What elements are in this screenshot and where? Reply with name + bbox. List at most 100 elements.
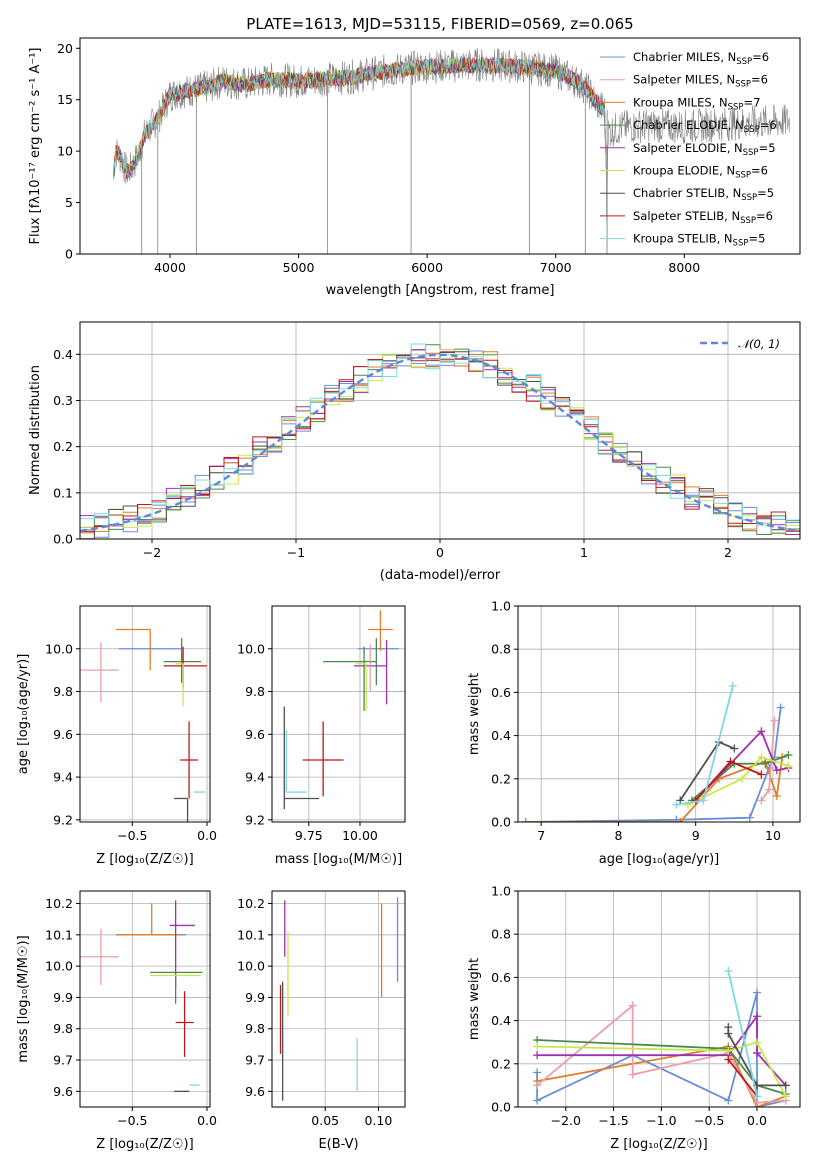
x-tick-label: 2 bbox=[724, 545, 732, 560]
x-tick-label: −0.5 bbox=[694, 1113, 724, 1128]
axes-frame bbox=[517, 890, 801, 1108]
y-axis-label: age [log₁₀(age/yr)] bbox=[16, 654, 31, 775]
y-axis-label: mass weight bbox=[467, 673, 482, 755]
x-axis-label: mass [log₁₀(M/M☉)] bbox=[275, 852, 402, 867]
error-point bbox=[163, 646, 208, 688]
weight-marker bbox=[672, 800, 681, 809]
x-tick-label: −1 bbox=[287, 545, 305, 560]
x-axis-label: Z [log₁₀(Z/Z☉)] bbox=[610, 1137, 707, 1152]
y-tick-label: 9.9 bbox=[245, 990, 265, 1005]
y-tick-label: 10.0 bbox=[45, 959, 73, 974]
y-tick-label: 9.8 bbox=[245, 684, 265, 699]
x-tick-label: 8 bbox=[614, 828, 622, 843]
axes-frame bbox=[79, 37, 801, 255]
x-tick-label: 0.0 bbox=[197, 1113, 217, 1128]
error-point bbox=[180, 721, 199, 799]
y-axis-label: mass [log₁₀(M/M☉)] bbox=[16, 935, 31, 1062]
error-point bbox=[150, 971, 203, 1004]
x-axis-label: age [log₁₀(age/yr)] bbox=[599, 852, 720, 867]
x-tick-label: 1 bbox=[580, 545, 588, 560]
legend: Chabrier MILES, NSSP=6 Salpeter MILES, NS… bbox=[600, 50, 777, 249]
axes-frame bbox=[79, 890, 211, 1108]
x-tick-label: 10 bbox=[765, 828, 781, 843]
y-tick-label: 9.4 bbox=[245, 770, 265, 785]
weight-marker bbox=[521, 818, 530, 822]
weight-line bbox=[727, 1058, 758, 1097]
y-tick-label: 0.8 bbox=[491, 927, 511, 942]
y-tick-label: 0.2 bbox=[491, 771, 511, 786]
y-tick-label: 0.6 bbox=[491, 685, 511, 700]
error-point bbox=[175, 663, 184, 707]
y-tick-label: 0 bbox=[65, 247, 73, 262]
weight-marker bbox=[772, 792, 781, 801]
error-point bbox=[163, 638, 202, 683]
y-tick-label: 5 bbox=[65, 195, 73, 210]
y-tick-label: 10.2 bbox=[237, 896, 265, 911]
weight-line bbox=[536, 1003, 786, 1104]
normal-curve bbox=[80, 353, 800, 533]
x-tick-label: 0.0 bbox=[197, 828, 217, 843]
x-tick-label: −2.0 bbox=[551, 1113, 581, 1128]
weight-marker bbox=[533, 1042, 542, 1051]
weight-marker bbox=[726, 757, 735, 766]
weight-marker bbox=[752, 1049, 761, 1057]
y-tick-label: 9.7 bbox=[245, 1053, 265, 1068]
legend-entry: Salpeter STELIB, NSSP=6 bbox=[633, 209, 773, 226]
x-tick-label: 4000 bbox=[154, 260, 186, 275]
x-tick-label: 7000 bbox=[540, 260, 572, 275]
y-tick-label: 9.7 bbox=[53, 1053, 73, 1068]
weight-marker bbox=[765, 785, 774, 794]
weight-marker bbox=[781, 1092, 790, 1101]
y-tick-label: 9.8 bbox=[53, 1021, 73, 1036]
weight-line bbox=[727, 970, 758, 1097]
x-tick-label: −1.0 bbox=[646, 1113, 676, 1128]
y-tick-label: 15 bbox=[57, 92, 73, 107]
weight-marker bbox=[757, 770, 766, 779]
weight-marker bbox=[776, 703, 785, 712]
y-axis-label: Normed distribution bbox=[28, 365, 43, 495]
error-point bbox=[285, 730, 307, 793]
plot-area-2 bbox=[80, 628, 208, 822]
x-axis-label: wavelength [Angstrom, rest frame] bbox=[326, 283, 555, 298]
weight-marker bbox=[784, 761, 793, 770]
weight-marker bbox=[699, 796, 708, 805]
weight-marker bbox=[752, 1038, 761, 1047]
error-point bbox=[80, 642, 119, 703]
y-tick-label: 0.0 bbox=[491, 815, 511, 830]
x-tick-label: 7 bbox=[537, 828, 545, 843]
weight-marker bbox=[628, 1070, 637, 1079]
weight-marker bbox=[738, 774, 747, 783]
x-tick-label: 8000 bbox=[668, 260, 700, 275]
x-tick-label: 10.00 bbox=[342, 828, 378, 843]
weight-marker bbox=[730, 744, 739, 753]
weight-marker bbox=[724, 1046, 733, 1055]
axes-frame bbox=[271, 605, 406, 823]
error-point bbox=[323, 646, 377, 711]
weight-marker bbox=[784, 751, 793, 760]
weight-marker bbox=[752, 988, 761, 997]
error-point bbox=[368, 610, 393, 651]
weight-marker bbox=[533, 1051, 542, 1060]
legend-entry: 𝒩(0, 1) bbox=[738, 337, 780, 351]
weight-line bbox=[687, 756, 789, 806]
y-tick-label: 9.2 bbox=[245, 812, 265, 827]
y-tick-label: 10.2 bbox=[45, 896, 73, 911]
y-tick-label: 0.8 bbox=[491, 642, 511, 657]
y-tick-label: 10.0 bbox=[237, 959, 265, 974]
weight-marker bbox=[533, 1096, 542, 1105]
error-point bbox=[115, 903, 182, 936]
weight-line bbox=[537, 1039, 786, 1095]
plot-area-7 bbox=[533, 966, 790, 1107]
y-axis-label: Flux [fλ10⁻¹⁷ erg cm⁻² s⁻¹ A⁻¹] bbox=[28, 48, 43, 245]
y-tick-label: 9.9 bbox=[53, 990, 73, 1005]
x-tick-label: 6000 bbox=[411, 260, 443, 275]
weight-marker bbox=[757, 727, 766, 736]
panel-0: 4000 5000 6000 7000 8000 0 5 10 15 20 PLATE=1613, … bbox=[28, 15, 801, 298]
x-axis-label: Z [log₁₀(Z/Z☉)] bbox=[96, 852, 193, 867]
legend-entry: Chabrier STELIB, NSSP=5 bbox=[633, 186, 774, 203]
plot-area-6 bbox=[279, 897, 399, 1101]
y-tick-label: 9.2 bbox=[53, 812, 73, 827]
y-tick-label: 1.0 bbox=[491, 599, 511, 614]
error-point bbox=[302, 721, 344, 797]
